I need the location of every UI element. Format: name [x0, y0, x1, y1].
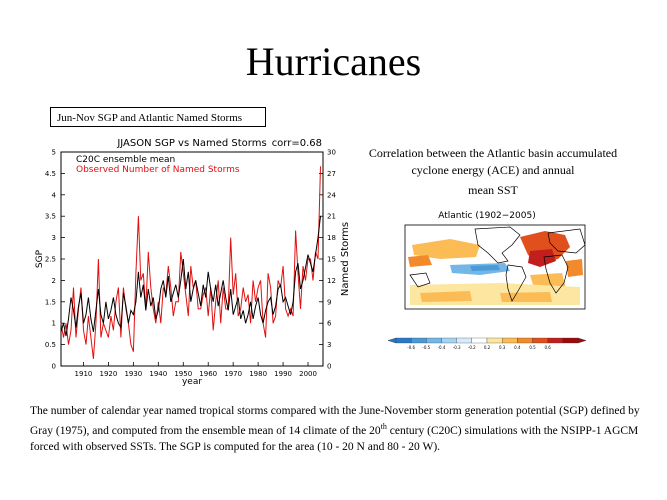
x-tick-label: 1990 — [274, 370, 292, 378]
y-tick-label: 1 — [52, 320, 56, 328]
y2-tick-label: 27 — [327, 170, 336, 178]
y-tick-label: 2 — [52, 277, 56, 285]
y2-tick-label: 6 — [327, 320, 332, 328]
colorbar-tick-label: 0.6 — [544, 345, 551, 350]
y-tick-label: 0.5 — [45, 341, 56, 349]
warm-patch-indian — [566, 259, 583, 277]
colorbar-swatch — [426, 337, 442, 344]
colorbar-tick-label: 0.2 — [484, 345, 491, 350]
x-tick-label: 1950 — [174, 370, 192, 378]
colorbar-tick-label: -0.5 — [422, 345, 430, 350]
y-tick-label: 2.5 — [45, 256, 56, 264]
y2-tick-label: 21 — [327, 213, 336, 221]
colorbar-tick-label: 0.4 — [514, 345, 521, 350]
y2-tick-label: 9 — [327, 298, 331, 306]
colorbar-tick-label: 0.3 — [499, 345, 506, 350]
correlation-description-end: mean SST — [468, 183, 518, 197]
caption-superscript: th — [380, 422, 387, 431]
continent-europe-asia — [547, 228, 586, 254]
y2-tick-label: 30 — [327, 149, 336, 157]
y2-tick-label: 15 — [327, 256, 336, 264]
caption-part1: The number of calendar year named tropic… — [30, 405, 640, 437]
colorbar-tick-label: -0.3 — [453, 345, 461, 350]
chart-box-label: Jun-Nov SGP and Atlantic Named Storms — [50, 107, 266, 127]
colorbar-right-arrow — [577, 337, 587, 344]
series-c20c-line — [60, 216, 321, 337]
legend-observed: Observed Number of Named Storms — [76, 165, 240, 175]
y-tick-label: 1.5 — [45, 298, 56, 306]
map-title: Atlantic (1902−2005) — [438, 211, 535, 221]
y2-tick-label: 24 — [327, 191, 336, 199]
x-tick-label: 2000 — [299, 370, 317, 378]
warm-patch-south-dots — [420, 291, 552, 302]
chart-correlation: corr=0.68 — [272, 138, 322, 149]
y-tick-label: 4 — [52, 191, 57, 199]
colorbar-swatch — [395, 337, 412, 344]
x-tick-label: 1910 — [75, 370, 93, 378]
warm-patch-atlantic-core — [528, 249, 556, 267]
caption-part2: century (C20C) simulations with the NSIP… — [30, 424, 639, 453]
colorbar-tick-label: -0.4 — [438, 345, 446, 350]
y-axis-label: SGP — [35, 249, 45, 268]
chart-title: JJASON SGP vs Named Storms — [116, 138, 266, 149]
colorbar-swatch — [456, 337, 472, 344]
colorbar-swatch — [441, 337, 457, 344]
colorbar-swatch — [502, 337, 518, 344]
colorbar-swatch — [486, 337, 503, 344]
cool-patch-pacific-core — [470, 265, 500, 271]
colorbar-swatch — [471, 337, 488, 344]
warm-patch-west-pacific — [408, 255, 432, 267]
x-tick-label: 1970 — [224, 370, 242, 378]
legend-c20c: C20C ensemble mean — [76, 155, 175, 165]
y2-tick-label: 0 — [327, 363, 331, 371]
x-tick-label: 1920 — [99, 370, 117, 378]
y2-tick-label: 18 — [327, 234, 336, 242]
x-tick-label: 1940 — [149, 370, 167, 378]
y-tick-label: 0 — [52, 363, 56, 371]
x-axis-label: year — [182, 377, 202, 387]
colorbar-tick-label: -0.6 — [407, 345, 415, 350]
y2-tick-label: 12 — [327, 277, 336, 285]
colorbar-swatch — [411, 337, 427, 344]
x-tick-label: 1960 — [199, 370, 217, 378]
y2-tick-label: 3 — [327, 341, 331, 349]
colorbar-swatch — [562, 337, 579, 344]
colorbar-left-arrow — [387, 337, 397, 344]
x-tick-label: 1980 — [249, 370, 267, 378]
continent-south-america — [505, 264, 527, 302]
continent-australia — [409, 272, 431, 288]
chart-frame — [60, 151, 324, 367]
continent-africa — [543, 254, 569, 294]
colorbar-swatch — [547, 337, 563, 344]
slide-title: Hurricanes — [245, 39, 422, 84]
colorbar-swatch — [517, 337, 533, 344]
continent-north-america — [474, 226, 521, 264]
y-tick-label: 5 — [52, 149, 56, 157]
y-tick-label: 4.5 — [45, 170, 56, 178]
y-tick-label: 3 — [52, 234, 56, 242]
colorbar-tick-label: -0.2 — [468, 345, 476, 350]
x-tick-label: 1930 — [124, 370, 142, 378]
y2-axis-label: Named Storms — [340, 222, 351, 296]
sgp-storms-chart: 1910 1920 1930 1940 1950 1960 1970 1980 1990 2000… — [35, 138, 351, 387]
atlantic-correlation-map: Atlantic (1902−2005) -0.6 -0.5 -0.4 -0.3 -0.… — [387, 211, 587, 350]
y-tick-label: 3.5 — [45, 213, 56, 221]
warm-patch-pacific — [412, 239, 480, 259]
slide-caption: The number of calendar year named tropic… — [30, 403, 640, 455]
colorbar-swatch — [532, 337, 548, 344]
correlation-description: Correlation between the Atlantic basin a… — [368, 146, 618, 177]
map-colorbar: -0.6 -0.5 -0.4 -0.3 -0.2 0.2 0.3 0.4 0.5 0.6 — [387, 337, 587, 350]
colorbar-tick-label: 0.5 — [529, 345, 536, 350]
